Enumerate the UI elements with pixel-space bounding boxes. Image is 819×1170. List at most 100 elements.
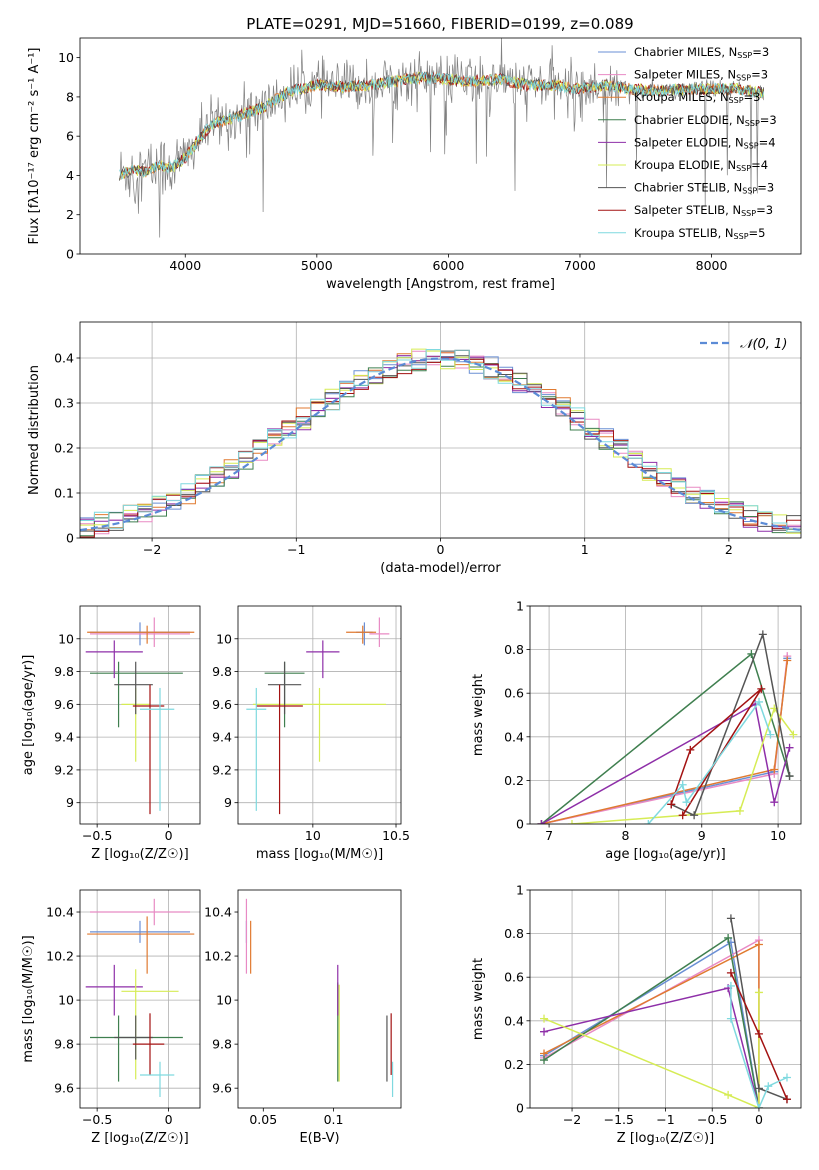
mass-vs-EBV-plot-area — [245, 898, 394, 1097]
y-tick-label: 0.4 — [54, 351, 74, 366]
age-vs-Z-x-axis-label: Z [log₁₀(Z/Z☉)] — [91, 847, 188, 862]
weight-marker — [682, 798, 691, 807]
weight-marker — [726, 981, 735, 990]
weight-marker — [678, 780, 687, 789]
weight-vs-Z-plot-area — [540, 914, 791, 1108]
weight-marker — [754, 1104, 763, 1108]
age-vs-Z-y-axis-label: age [log₁₀(age/yr)] — [21, 655, 36, 776]
x-tick-label: −2 — [563, 1112, 581, 1127]
y-tick-label: 0.4 — [504, 729, 524, 744]
x-tick-label: −2 — [143, 542, 161, 557]
model-spectrum-line — [119, 71, 764, 181]
error-bar-point — [90, 920, 190, 943]
model-spectrum-line — [119, 71, 764, 180]
y-tick-label: 1 — [516, 599, 524, 614]
weight-line — [543, 992, 760, 1108]
weight-vs-age-panel: 7 8 9 10 0 0.2 0.4 0.6 0.8 1 age [log₁₀(age/yr)] ma… — [471, 599, 802, 862]
y-tick-label: 10.4 — [204, 905, 232, 920]
y-tick-label: 9.8 — [212, 664, 232, 679]
x-tick-label: −0.5 — [82, 1112, 112, 1127]
y-tick-label: 0.8 — [504, 926, 524, 941]
weight-marker — [726, 1014, 735, 1023]
y-tick-label: 10 — [58, 50, 74, 65]
spectrum-panel: 4000 5000 6000 7000 8000 0 2 4 6 8 10 wavelength [A… — [27, 37, 802, 292]
weight-line — [670, 631, 791, 817]
error-bar-point — [256, 684, 303, 815]
y-tick-label: 0.6 — [504, 686, 524, 701]
weight-line — [571, 706, 795, 824]
residuals-y-axis-label: Normed distribution — [27, 365, 42, 495]
weight-marker — [678, 811, 687, 820]
y-tick-label: 0.2 — [504, 1057, 524, 1072]
x-tick-label: −0.5 — [697, 1112, 727, 1127]
x-tick-label: 8000 — [696, 258, 728, 273]
weight-line — [541, 658, 789, 824]
y-tick-label: 0.6 — [504, 970, 524, 985]
y-tick-label: 0 — [66, 531, 74, 546]
error-bar-point — [369, 617, 390, 647]
error-bar-point — [90, 661, 183, 728]
y-tick-label: 9.6 — [212, 1081, 232, 1096]
x-tick-label: 7000 — [564, 258, 596, 273]
y-tick-label: 0 — [516, 1101, 524, 1116]
age-vs-Z-frame — [79, 605, 201, 825]
residuals-panel: −2 −1 0 1 2 0 0.1 0.2 0.3 0.4 (data-model)/error No… — [27, 321, 802, 576]
x-tick-label: −0.5 — [82, 828, 112, 843]
weight-marker — [644, 820, 653, 824]
y-tick-label: 9.6 — [212, 697, 232, 712]
legend-entry: Salpeter ELODIE, NSSP=4 — [634, 135, 776, 150]
y-tick-label: 9 — [66, 795, 74, 810]
weight-marker — [754, 1029, 763, 1038]
y-tick-label: 0.4 — [504, 1013, 524, 1028]
weight-marker — [770, 798, 779, 807]
weight-line — [541, 702, 791, 824]
legend-entry: Kroupa ELODIE, NSSP=4 — [634, 158, 768, 173]
spectrum-frame — [79, 37, 802, 255]
y-tick-label: 9.2 — [212, 762, 232, 777]
error-bar-point — [252, 687, 387, 762]
weight-line — [730, 985, 788, 1108]
weight-line — [541, 656, 789, 824]
age-vs-mass-x-axis-label: mass [log₁₀(M/M☉)] — [256, 847, 383, 862]
y-tick-label: 0.3 — [54, 396, 74, 411]
weight-marker — [764, 1082, 773, 1091]
weight-marker — [770, 765, 779, 774]
error-bar-point — [87, 916, 195, 974]
weight-marker — [766, 730, 775, 739]
weight-marker — [726, 968, 735, 977]
weight-marker — [540, 1014, 549, 1023]
y-tick-label: 0.8 — [504, 642, 524, 657]
y-tick-label: 9.6 — [54, 697, 74, 712]
error-bar-point — [140, 1061, 175, 1097]
weight-marker — [726, 914, 735, 923]
weight-vs-Z-panel: −2 −1.5 −1 −0.5 0 0 0.2 0.4 0.6 0.8 1 Z [log₁₀(Z/Z☉… — [471, 883, 802, 1146]
weight-marker — [667, 800, 676, 809]
x-tick-label: 0.1 — [324, 1112, 344, 1127]
weight-vs-Z-y-axis-label: mass weight — [471, 958, 486, 1040]
x-tick-label: 10 — [305, 828, 321, 843]
legend-entry: Kroupa STELIB, NSSP=5 — [634, 226, 765, 241]
legend-entry: Chabrier STELIB, NSSP=3 — [634, 181, 774, 196]
mass-vs-EBV-x-axis-label: E(B-V) — [299, 1131, 339, 1146]
x-tick-label: 0 — [165, 1112, 173, 1127]
y-tick-label: 9.8 — [54, 664, 74, 679]
error-bar-point — [90, 898, 190, 926]
x-tick-label: 1 — [581, 542, 589, 557]
legend-entry: Kroupa MILES, NSSP=3 — [634, 90, 760, 105]
weight-marker — [782, 1073, 791, 1082]
weight-marker — [758, 630, 767, 639]
histogram-step-line — [80, 349, 801, 533]
figure-title: PLATE=0291, MJD=51660, FIBERID=0199, z=0… — [246, 15, 633, 33]
legend-entry: Chabrier ELODIE, NSSP=3 — [634, 113, 777, 128]
weight-marker — [757, 684, 766, 693]
legend-entry: 𝒩(0, 1) — [740, 337, 787, 352]
y-tick-label: 10.2 — [46, 949, 74, 964]
weight-marker — [537, 820, 546, 824]
weight-marker — [754, 940, 763, 949]
x-tick-label: 7 — [545, 828, 553, 843]
x-tick-label: −1 — [656, 1112, 674, 1127]
error-bar-point — [140, 687, 175, 811]
weight-marker — [785, 772, 794, 781]
weight-line — [543, 943, 760, 1108]
weight-marker — [782, 1095, 791, 1104]
